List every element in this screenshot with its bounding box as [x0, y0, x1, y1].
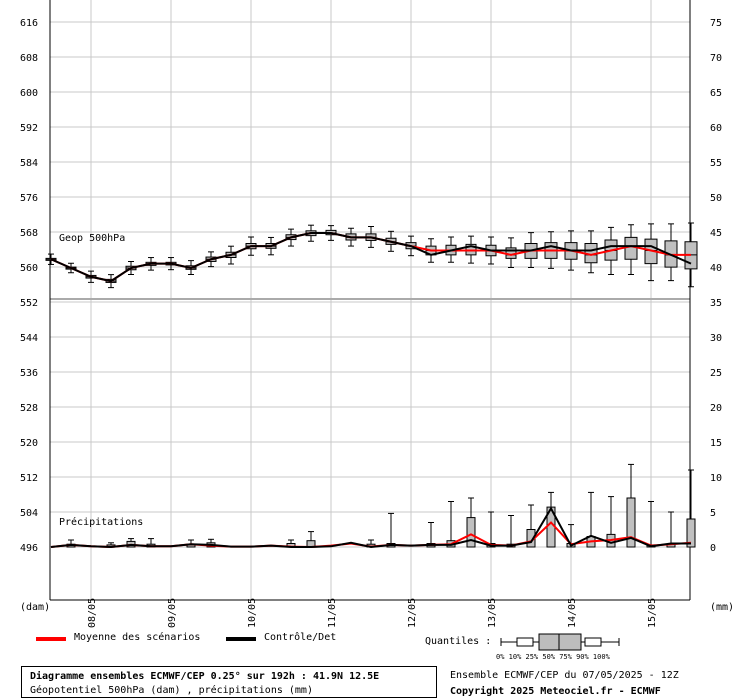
left-tick-label: 544: [20, 333, 38, 344]
left-tick-label: 576: [20, 193, 38, 204]
date-tick-label: 09/05: [167, 598, 178, 628]
right-tick-label: 60: [710, 123, 722, 134]
date-tick-label: 12/05: [407, 598, 418, 628]
right-tick-label: 15: [710, 438, 722, 449]
left-tick-label: 512: [20, 473, 38, 484]
left-tick-label: 600: [20, 88, 38, 99]
right-tick-label: 55: [710, 158, 722, 169]
left-tick-label: 536: [20, 368, 38, 379]
right-tick-label: 30: [710, 333, 722, 344]
right-tick-label: 35: [710, 298, 722, 309]
left-unit-label: (dam): [20, 602, 50, 613]
quantiles-label: Quantiles :: [425, 636, 492, 647]
right-unit-label: (mm): [710, 602, 734, 613]
legend-control-swatch: [226, 637, 256, 641]
right-tick-label: 75: [710, 18, 722, 29]
quantiles-box-icon: [500, 633, 620, 651]
right-tick-label: 25: [710, 368, 722, 379]
right-tick-label: 0: [710, 543, 716, 554]
chart-subtitle: Géopotentiel 500hPa (dam) , précipitatio…: [30, 685, 313, 696]
right-tick-label: 70: [710, 53, 722, 64]
geop-box: [624, 236, 638, 260]
legend-control-label: Contrôle/Det: [264, 632, 337, 643]
right-tick-label: 50: [710, 193, 722, 204]
date-tick-label: 11/05: [327, 598, 338, 628]
geop-annotation: Geop 500hPa: [59, 233, 125, 244]
left-tick-label: 504: [20, 508, 38, 519]
copyright-label: Copyright 2025 Meteociel.fr - ECMWF: [450, 686, 661, 697]
date-tick-label: 13/05: [487, 598, 498, 628]
right-tick-label: 45: [710, 228, 722, 239]
right-tick-label: 10: [710, 473, 722, 484]
precip-annotation: Précipitations: [59, 516, 143, 528]
precip-box: [686, 518, 696, 548]
geop-control-line: [50, 232, 692, 283]
precip-box: [626, 497, 636, 548]
date-tick-label: 08/05: [87, 598, 98, 628]
date-tick-label: 15/05: [647, 598, 658, 628]
chart-title: Diagramme ensembles ECMWF/CEP 0.25° sur …: [30, 671, 380, 682]
date-tick-label: 14/05: [567, 598, 578, 628]
right-tick-label: 65: [710, 88, 722, 99]
left-tick-label: 592: [20, 123, 38, 134]
left-tick-label: 560: [20, 263, 38, 274]
left-tick-label: 520: [20, 438, 38, 449]
precip-box: [466, 517, 476, 548]
run-info: Ensemble ECMWF/CEP du 07/05/2025 - 12Z C…: [450, 668, 679, 700]
precip-control-line: [50, 506, 691, 549]
quantiles-ticks: 0% 10% 25% 50% 75% 90% 100%: [496, 653, 610, 661]
date-tick-label: 10/05: [247, 598, 258, 628]
right-tick-label: 5: [710, 508, 716, 519]
left-tick-label: 528: [20, 403, 38, 414]
right-tick-label: 40: [710, 263, 722, 274]
left-tick-label: 552: [20, 298, 38, 309]
left-tick-label: 608: [20, 53, 38, 64]
legend-mean-swatch: [36, 637, 66, 641]
left-tick-label: 584: [20, 158, 38, 169]
left-tick-label: 496: [20, 543, 38, 554]
left-tick-label: 568: [20, 228, 38, 239]
left-tick-label: 616: [20, 18, 38, 29]
legend-mean-label: Moyenne des scénarios: [74, 632, 201, 643]
right-tick-label: 20: [710, 403, 722, 414]
chart-info-box: Diagramme ensembles ECMWF/CEP 0.25° sur …: [21, 666, 437, 698]
run-label: Ensemble ECMWF/CEP du 07/05/2025 - 12Z: [450, 670, 679, 681]
